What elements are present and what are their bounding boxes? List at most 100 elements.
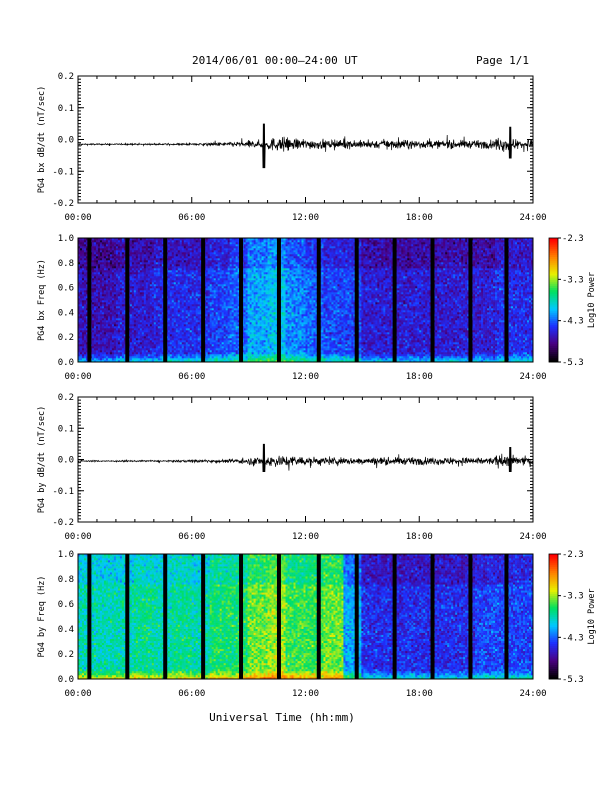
heatmap-cell bbox=[80, 314, 82, 316]
heatmap-cell bbox=[180, 278, 182, 280]
heatmap-cell bbox=[102, 264, 104, 266]
heatmap-cell bbox=[154, 264, 156, 266]
heatmap-cell bbox=[198, 302, 200, 304]
heatmap-cell bbox=[176, 300, 178, 302]
heatmap-cell bbox=[152, 322, 154, 324]
heatmap-cell bbox=[194, 330, 196, 332]
heatmap-cell bbox=[84, 290, 86, 292]
heatmap-cell bbox=[148, 260, 150, 262]
heatmap-cell bbox=[186, 338, 188, 340]
heatmap-cell bbox=[94, 350, 96, 352]
heatmap-cell bbox=[114, 258, 116, 260]
heatmap-cell bbox=[160, 246, 162, 248]
heatmap-cell bbox=[170, 342, 172, 344]
heatmap-cell bbox=[178, 262, 180, 264]
heatmap-cell bbox=[194, 286, 196, 288]
heatmap-cell bbox=[144, 310, 146, 312]
heatmap-cell bbox=[134, 340, 136, 342]
heatmap-cell bbox=[156, 282, 158, 284]
heatmap-cell bbox=[214, 288, 216, 290]
heatmap-cell bbox=[186, 250, 188, 252]
heatmap-cell bbox=[194, 356, 196, 358]
heatmap-cell bbox=[122, 318, 124, 320]
heatmap-cell bbox=[156, 324, 158, 326]
heatmap-cell bbox=[94, 258, 96, 260]
heatmap-cell bbox=[176, 244, 178, 246]
heatmap-cell bbox=[80, 322, 82, 324]
heatmap-cell bbox=[152, 344, 154, 346]
heatmap-cell bbox=[206, 276, 208, 278]
heatmap-cell bbox=[186, 356, 188, 358]
heatmap-cell bbox=[206, 280, 208, 282]
heatmap-cell bbox=[140, 266, 142, 268]
heatmap-cell bbox=[170, 322, 172, 324]
heatmap-cell bbox=[80, 310, 82, 312]
heatmap-cell bbox=[212, 324, 214, 326]
heatmap-cell bbox=[146, 354, 148, 356]
heatmap-cell bbox=[142, 260, 144, 262]
heatmap-cell bbox=[182, 262, 184, 264]
heatmap-cell bbox=[142, 284, 144, 286]
heatmap-cell bbox=[96, 268, 98, 270]
heatmap-cell bbox=[208, 256, 210, 258]
heatmap-cell bbox=[108, 268, 110, 270]
heatmap-cell bbox=[100, 282, 102, 284]
heatmap-cell bbox=[152, 252, 154, 254]
heatmap-cell bbox=[98, 264, 100, 266]
heatmap-cell bbox=[122, 332, 124, 334]
heatmap-cell bbox=[184, 256, 186, 258]
heatmap-cell bbox=[104, 340, 106, 342]
heatmap-cell bbox=[98, 340, 100, 342]
heatmap-cell bbox=[94, 270, 96, 272]
heatmap-cell bbox=[158, 282, 160, 284]
heatmap-cell bbox=[80, 330, 82, 332]
heatmap-cell bbox=[150, 320, 152, 322]
heatmap-cell bbox=[186, 304, 188, 306]
heatmap-cell bbox=[146, 344, 148, 346]
heatmap-cell bbox=[182, 342, 184, 344]
heatmap-cell bbox=[100, 354, 102, 356]
heatmap-cell bbox=[82, 356, 84, 358]
heatmap-cell bbox=[84, 300, 86, 302]
heatmap-cell bbox=[198, 358, 200, 360]
heatmap-cell bbox=[152, 300, 154, 302]
heatmap-cell bbox=[180, 328, 182, 330]
heatmap-cell bbox=[198, 264, 200, 266]
heatmap-cell bbox=[122, 334, 124, 336]
heatmap-cell bbox=[98, 338, 100, 340]
heatmap-cell bbox=[96, 340, 98, 342]
heatmap-cell bbox=[180, 348, 182, 350]
heatmap-cell bbox=[110, 326, 112, 328]
heatmap-cell bbox=[110, 288, 112, 290]
heatmap-cell bbox=[112, 276, 114, 278]
heatmap-cell bbox=[154, 246, 156, 248]
heatmap-cell bbox=[194, 334, 196, 336]
heatmap-cell bbox=[136, 244, 138, 246]
heatmap-cell bbox=[104, 286, 106, 288]
heatmap-cell bbox=[132, 344, 134, 346]
heatmap-cell bbox=[180, 270, 182, 272]
heatmap-cell bbox=[196, 352, 198, 354]
heatmap-cell bbox=[94, 352, 96, 354]
heatmap-cell bbox=[184, 328, 186, 330]
heatmap-cell bbox=[118, 336, 120, 338]
heatmap-cell bbox=[92, 330, 94, 332]
heatmap-cell bbox=[130, 356, 132, 358]
heatmap-cell bbox=[140, 318, 142, 320]
heatmap-cell bbox=[98, 306, 100, 308]
heatmap-cell bbox=[174, 254, 176, 256]
heatmap-cell bbox=[154, 268, 156, 270]
heatmap-cell bbox=[214, 296, 216, 298]
heatmap-cell bbox=[116, 350, 118, 352]
heatmap-cell bbox=[148, 314, 150, 316]
heatmap-cell bbox=[190, 328, 192, 330]
heatmap-cell bbox=[174, 240, 176, 242]
heatmap-cell bbox=[158, 268, 160, 270]
heatmap-cell bbox=[134, 346, 136, 348]
heatmap-cell bbox=[116, 240, 118, 242]
heatmap-cell bbox=[180, 274, 182, 276]
heatmap-cell bbox=[150, 312, 152, 314]
heatmap-cell bbox=[138, 260, 140, 262]
heatmap-cell bbox=[152, 328, 154, 330]
heatmap-cell bbox=[110, 268, 112, 270]
